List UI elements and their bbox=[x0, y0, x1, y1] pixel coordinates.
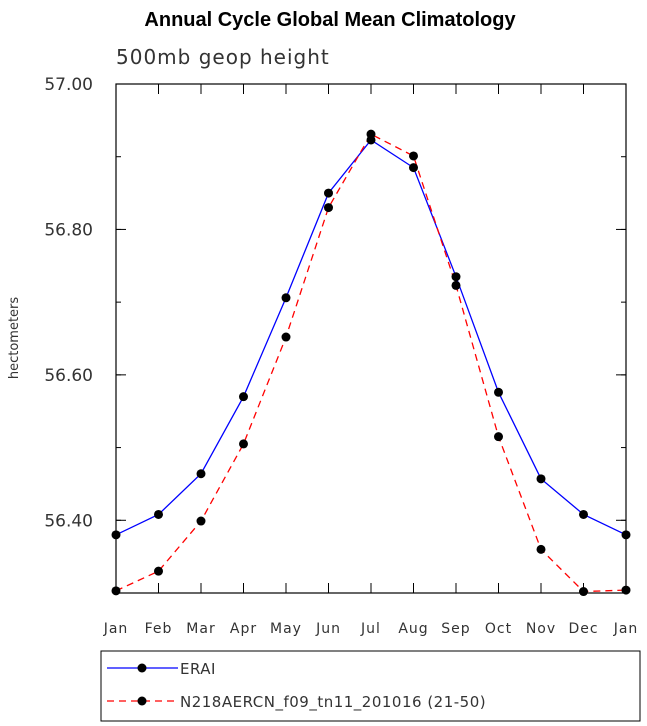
x-tick-label: Apr bbox=[230, 621, 257, 637]
data-point-series-1 bbox=[324, 188, 333, 198]
data-point-series-1 bbox=[111, 530, 121, 540]
data-point-series-1 bbox=[196, 469, 206, 479]
x-tick-label: Oct bbox=[485, 621, 512, 637]
y-tick-label: 56.60 bbox=[44, 366, 93, 386]
y-axis-label: hectometers bbox=[7, 297, 22, 380]
legend-label-series-1: ERAI bbox=[180, 660, 216, 678]
x-tick-label: Aug bbox=[398, 621, 428, 637]
legend-label-series-2: N218AERCN_f09_tn11_201016 (21-50) bbox=[180, 693, 486, 712]
data-point-series-2 bbox=[111, 586, 121, 596]
data-point-series-1 bbox=[621, 530, 631, 540]
x-tick-label: Feb bbox=[145, 621, 173, 637]
plot-frame bbox=[115, 83, 627, 594]
data-point-series-2 bbox=[579, 587, 588, 597]
data-point-series-1 bbox=[494, 387, 503, 397]
x-tick-label: May bbox=[270, 621, 302, 637]
data-point-series-2 bbox=[494, 432, 503, 442]
data-point-series-2 bbox=[409, 151, 418, 161]
data-point-series-2 bbox=[196, 516, 206, 526]
y-tick-label: 56.40 bbox=[44, 511, 93, 531]
x-tick-label: Jun bbox=[315, 621, 341, 637]
x-tick-label: Dec bbox=[568, 621, 598, 637]
x-tick-label: Jan bbox=[613, 621, 639, 637]
x-tick-label: Jul bbox=[360, 621, 381, 637]
data-point-series-2 bbox=[281, 332, 291, 342]
data-point-series-2 bbox=[366, 129, 376, 139]
chart-title: Annual Cycle Global Mean Climatology bbox=[144, 9, 516, 31]
data-point-series-2 bbox=[239, 439, 248, 449]
chart-subtitle: 500mb geop height bbox=[116, 45, 330, 69]
series-line-1 bbox=[115, 139, 627, 536]
data-point-series-1 bbox=[281, 293, 291, 303]
data-point-series-1 bbox=[409, 163, 418, 173]
data-point-series-1 bbox=[579, 509, 588, 519]
legend-marker-series-2 bbox=[137, 696, 147, 706]
data-point-series-1 bbox=[536, 474, 546, 484]
data-point-series-2 bbox=[324, 203, 333, 213]
data-point-series-2 bbox=[154, 566, 163, 576]
series-line-2 bbox=[115, 133, 627, 593]
data-point-series-1 bbox=[154, 509, 163, 519]
data-point-series-1 bbox=[451, 272, 461, 282]
x-tick-label: Jan bbox=[103, 621, 129, 637]
data-point-series-2 bbox=[451, 280, 461, 290]
legend-marker-series-1 bbox=[137, 663, 147, 673]
data-point-series-1 bbox=[239, 392, 248, 402]
x-tick-label: Sep bbox=[441, 621, 470, 637]
x-tick-label: Mar bbox=[186, 621, 215, 637]
y-tick-label: 56.80 bbox=[44, 220, 93, 240]
data-point-series-2 bbox=[536, 544, 546, 554]
data-point-series-2 bbox=[621, 585, 631, 595]
y-tick-label: 57.00 bbox=[44, 75, 93, 95]
x-tick-label: Nov bbox=[526, 621, 556, 637]
legend-box bbox=[100, 650, 641, 722]
